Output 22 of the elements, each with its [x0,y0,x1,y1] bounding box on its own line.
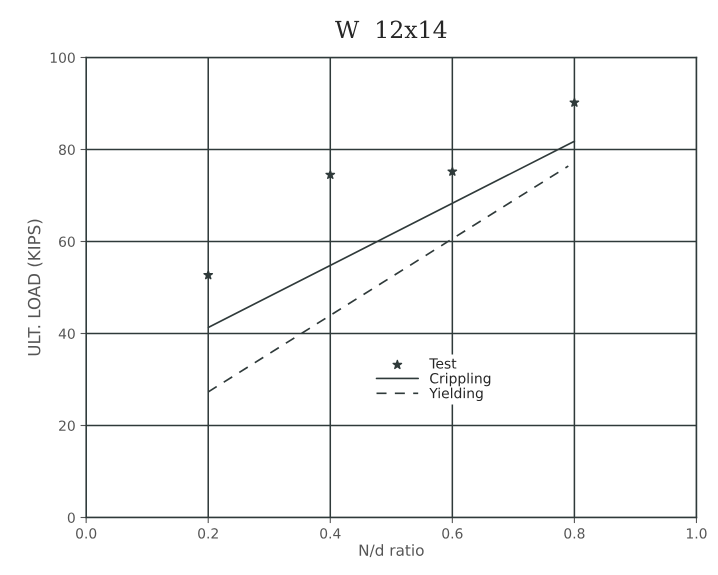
y-tick-label: 80 [59,144,75,155]
y-axis-title: ULT. LOAD (KIPS) [28,220,42,356]
legend-label: Yielding [429,388,483,402]
point [325,170,336,180]
point [447,166,458,176]
y-tick-label: 100 [50,52,75,63]
x-tick-label: 0.8 [564,528,584,539]
x-tick-label: 0.0 [76,528,96,539]
legend-label: Test [429,358,456,369]
x-tick-label: 1.0 [686,528,707,539]
y-tick-label: 60 [59,236,75,247]
y-tick-label: 0 [68,512,75,523]
legend-label: Crippling [430,372,490,386]
y-tick-label: 20 [59,420,75,431]
point [570,97,580,107]
y-tick-label: 40 [58,328,75,339]
x-tick-label: 0.4 [320,528,341,539]
x-axis-title: N/d ratio [360,544,424,558]
point [203,270,214,280]
chart-title: W 12x14 [335,20,446,38]
x-tick-label: 0.2 [198,528,218,539]
x-tick-label: 0.6 [442,528,463,539]
